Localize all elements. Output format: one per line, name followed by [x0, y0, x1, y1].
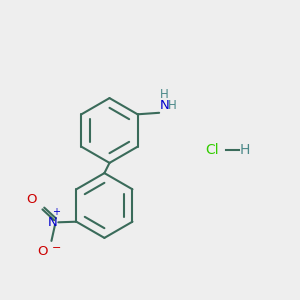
- Text: N: N: [48, 215, 58, 229]
- Text: O: O: [37, 245, 48, 258]
- Text: H: H: [240, 143, 250, 157]
- Text: −: −: [52, 243, 61, 254]
- Text: +: +: [52, 207, 60, 217]
- Text: N: N: [160, 99, 170, 112]
- Text: H: H: [160, 88, 169, 101]
- Text: O: O: [26, 194, 37, 206]
- Text: Cl: Cl: [206, 143, 219, 157]
- Text: H: H: [168, 99, 177, 112]
